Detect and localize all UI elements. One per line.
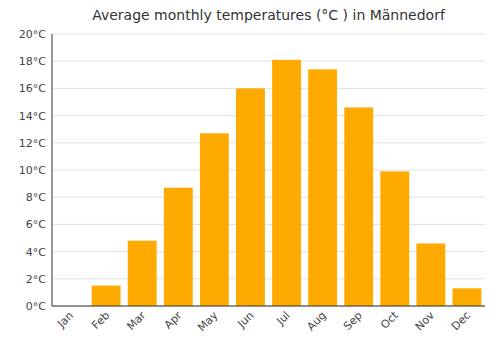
x-axis-line (52, 306, 485, 307)
bar (380, 171, 409, 306)
bar (453, 288, 482, 306)
x-tick-label: Oct (378, 308, 401, 331)
x-tick-label: Apr (162, 309, 185, 332)
chart: Average monthly temperatures (°C ) in Mä… (0, 0, 500, 350)
grid-line (52, 197, 485, 198)
y-tick-label: 16°C (19, 82, 46, 95)
x-tick-label: May (195, 309, 221, 335)
bar (200, 133, 229, 306)
bar (272, 60, 301, 306)
bar (92, 286, 121, 306)
bar (128, 241, 157, 306)
x-tick-label: Feb (89, 309, 112, 332)
bar (164, 188, 193, 306)
y-tick-label: 2°C (26, 273, 46, 286)
x-tick-label: Dec (449, 309, 473, 333)
grid-line (52, 170, 485, 171)
title: Average monthly temperatures (°C ) in Mä… (92, 7, 446, 23)
y-tick-label: 14°C (19, 110, 46, 123)
bar (416, 243, 445, 306)
x-tick-label: Jun (235, 309, 257, 331)
grid-line (52, 306, 485, 307)
y-tick-label: 0°C (26, 300, 46, 313)
x-tick-label: Nov (413, 309, 438, 334)
grid-line (52, 61, 485, 62)
grid-line (52, 88, 485, 89)
bars (92, 60, 482, 306)
y-axis: 0°C 2°C 4°C 6°C 8°C 10°C 12°C 14°C 16°C 18°C 20°C (19, 28, 485, 313)
x-tick-label: Jul (273, 309, 292, 328)
y-tick-label: 10°C (19, 164, 46, 177)
x-tick-label: Mar (124, 309, 148, 333)
y-tick-label: 6°C (26, 218, 46, 231)
y-tick-label: 12°C (19, 137, 46, 150)
x-tick-label: Aug (304, 309, 328, 333)
grid-line (52, 34, 485, 35)
x-tick-label: Sep (341, 309, 365, 333)
x-tick-label: Jan (54, 309, 76, 331)
x-axis: Jan Feb Mar Apr May Jun Jul Aug Sep Oct Nov Dec (54, 308, 473, 334)
grid-line (52, 115, 485, 116)
grid-line (52, 224, 485, 225)
y-tick-label: 18°C (19, 55, 46, 68)
bar (308, 69, 337, 306)
y-axis-line (52, 34, 53, 306)
bar (344, 107, 373, 306)
y-tick-label: 8°C (26, 191, 46, 204)
y-tick-label: 20°C (19, 28, 46, 41)
bar (236, 88, 265, 306)
grid-line (52, 142, 485, 143)
y-tick-label: 4°C (26, 246, 46, 259)
